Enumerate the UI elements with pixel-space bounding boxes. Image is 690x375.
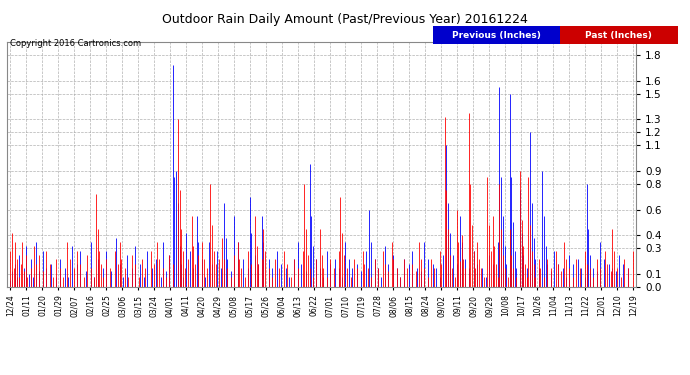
Bar: [433, 26, 560, 44]
Text: Previous (Inches): Previous (Inches): [452, 31, 541, 40]
Text: Copyright 2016 Cartronics.com: Copyright 2016 Cartronics.com: [10, 39, 141, 48]
Text: Outdoor Rain Daily Amount (Past/Previous Year) 20161224: Outdoor Rain Daily Amount (Past/Previous…: [162, 13, 528, 26]
Text: Past (Inches): Past (Inches): [586, 31, 652, 40]
Bar: [560, 26, 678, 44]
